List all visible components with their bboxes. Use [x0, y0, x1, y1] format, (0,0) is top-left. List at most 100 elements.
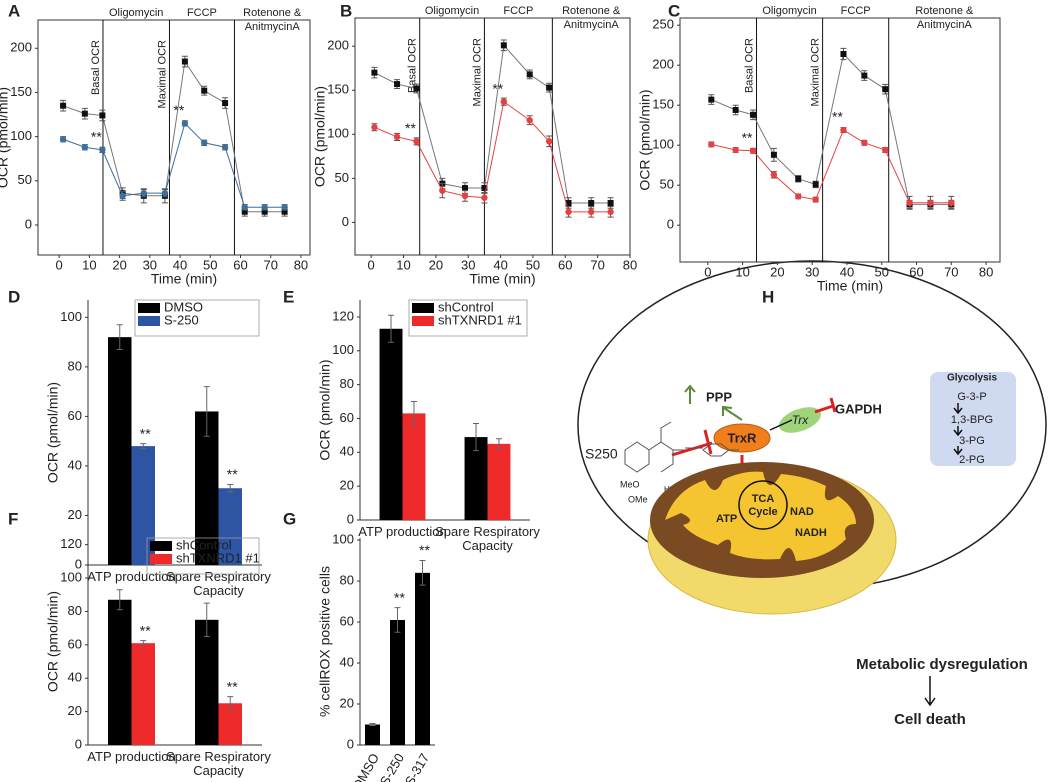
marker — [161, 189, 169, 197]
y-tick-label: 0 — [347, 736, 354, 751]
x-tick-label: S-317 — [402, 751, 432, 782]
marker — [526, 117, 533, 124]
phase-label-box: Oligomycin — [109, 7, 164, 19]
x-tick-label: 40 — [173, 257, 187, 272]
y-tick-label: 20 — [340, 695, 354, 710]
glycolysis-label: Glycolysis — [947, 373, 997, 384]
x-tick-label: 60 — [909, 264, 923, 279]
phase-annotation: Maximal OCR — [471, 38, 483, 107]
legend-frame — [134, 299, 260, 337]
y-tick-label: 60 — [340, 410, 354, 425]
marker — [119, 192, 126, 200]
bar — [365, 724, 380, 745]
y-tick-label: 60 — [340, 613, 354, 628]
y-tick-label: 80 — [340, 572, 354, 587]
phase-label: Oligomycin — [109, 7, 164, 19]
y-tick-label: 40 — [340, 444, 354, 459]
bar — [195, 411, 219, 565]
x-tick-label: ATP production — [87, 570, 176, 584]
marker — [181, 58, 188, 65]
marker — [371, 69, 378, 76]
mito-matrix — [665, 471, 856, 561]
y-tick-label: 200 — [327, 38, 349, 53]
error-bar — [473, 423, 480, 452]
y-tick-label: 0 — [342, 214, 349, 229]
x-tick-label: S-250 — [377, 751, 407, 782]
marker — [60, 102, 67, 109]
panel-label: C — [668, 1, 680, 20]
phase-label-box: Oligomycin — [762, 5, 816, 17]
x-tick-label: 70 — [590, 257, 604, 272]
marker — [140, 189, 147, 197]
y-tick-label: 100 — [332, 531, 354, 546]
trx-label: Trx — [792, 413, 809, 427]
x-tick-label-box: Spare Respiratory Capacity — [435, 525, 540, 553]
glycolysis-box — [930, 372, 1016, 466]
significance: ** — [394, 589, 405, 605]
marker — [587, 208, 595, 216]
significance: ** — [173, 102, 184, 118]
arrow — [924, 676, 936, 707]
marker — [927, 199, 934, 206]
x-tick-label: 80 — [623, 257, 637, 272]
legend-swatch — [412, 316, 434, 326]
bar — [402, 413, 426, 520]
y-axis-label: OCR (pmol/min) — [312, 86, 328, 187]
marker — [413, 85, 420, 92]
y-tick-label: 20 — [68, 507, 82, 522]
y-axis-label: OCR (pmol/min) — [0, 87, 11, 188]
y-tick-label: 60 — [68, 408, 82, 423]
y-axis-label: OCR (pmol/min) — [637, 89, 653, 190]
bar — [218, 488, 242, 565]
phase-label: Rotenone & AnitmycinA — [915, 5, 974, 31]
x-tick-label: 10 — [735, 264, 749, 279]
y-tick-label: 80 — [340, 376, 354, 391]
marker — [371, 124, 378, 131]
marker — [607, 208, 614, 216]
marker — [59, 136, 67, 143]
marker — [840, 51, 847, 57]
significance: ** — [742, 130, 753, 146]
panel-label: B — [340, 1, 352, 20]
diagram-h: H Glycolysis G-3-P 1,3-BPG 3-PG 2-PG PPP… — [577, 260, 1047, 728]
legend-label: shControl — [176, 537, 232, 552]
significance: ** — [492, 80, 503, 96]
metabolite: 1,3-BPG — [951, 414, 993, 426]
legend-label: shTXNRD1 #1 — [176, 550, 260, 565]
marker — [413, 138, 420, 145]
arrows — [953, 403, 963, 456]
x-tick-label: 70 — [944, 264, 958, 279]
marker — [708, 96, 715, 103]
x-tick-label: 80 — [294, 257, 308, 272]
x-tick-label: 30 — [805, 264, 819, 279]
x-tick-label: 10 — [396, 257, 410, 272]
marker — [749, 147, 757, 154]
x-tick-label: 40 — [493, 257, 507, 272]
y-tick-label: 50 — [18, 172, 32, 187]
phase-label: FCCP — [503, 5, 534, 17]
x-tick-label: 30 — [461, 257, 475, 272]
marker — [861, 72, 868, 79]
marker — [241, 204, 248, 211]
y-tick-label: 100 — [327, 126, 349, 141]
error-bar — [394, 607, 401, 633]
marker — [261, 204, 268, 211]
inhibition — [671, 429, 713, 457]
gapdh: GAPDH — [835, 401, 882, 416]
y-tick-label: 50 — [660, 177, 674, 192]
significance: ** — [227, 466, 238, 482]
marker — [201, 87, 208, 94]
x-tick-label: 50 — [203, 257, 217, 272]
phase-annotation: Maximal OCR — [156, 40, 168, 109]
tca-label: TCA — [752, 493, 775, 505]
legend-swatch — [150, 554, 172, 564]
marker — [462, 185, 468, 192]
marker — [948, 199, 955, 206]
y-axis-label: OCR (pmol/min) — [317, 359, 333, 460]
significance: ** — [405, 120, 416, 136]
bar — [415, 572, 430, 745]
panel-label: H — [762, 287, 774, 306]
marker — [607, 200, 614, 207]
bar — [131, 446, 155, 565]
